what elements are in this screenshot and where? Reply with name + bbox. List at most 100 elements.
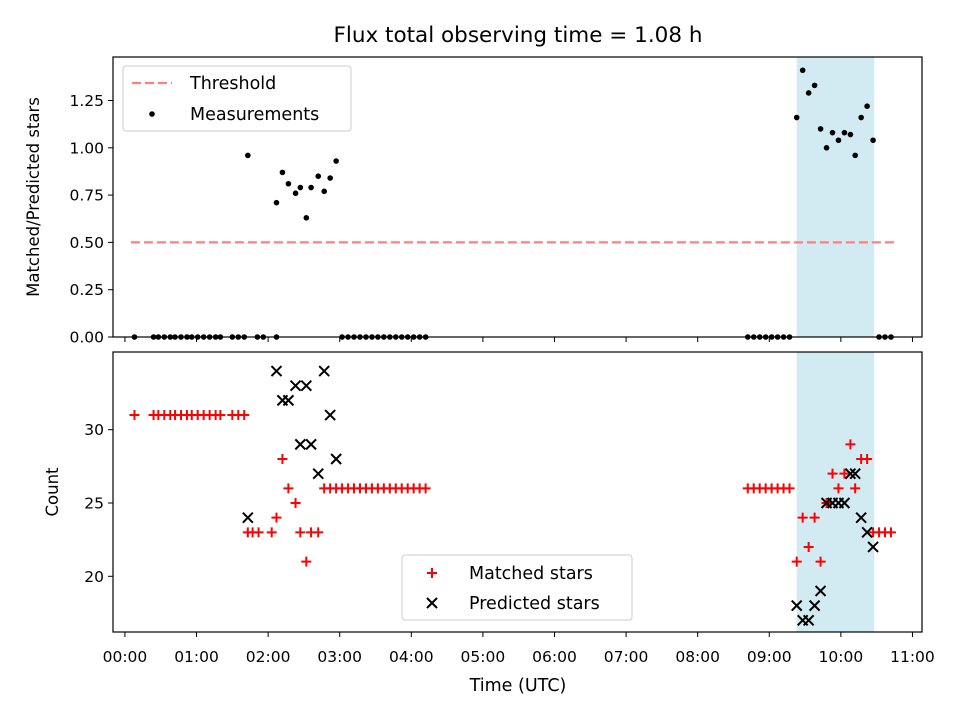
measurement-point [333, 158, 339, 164]
measurement-point [858, 114, 864, 121]
predicted-star-marker [330, 453, 342, 465]
predicted-star-marker [282, 394, 295, 407]
measurement-point [285, 180, 292, 187]
measurement-point [279, 169, 286, 176]
matched-star-marker [420, 483, 431, 494]
bottom-y-tick-label: 30 [84, 421, 104, 439]
matched-star-marker [239, 410, 250, 421]
matched-star-marker [253, 527, 264, 538]
predicted-star-marker [312, 467, 324, 480]
bottom-y-tick-label: 25 [84, 494, 104, 512]
predicted-star-marker [861, 526, 873, 539]
predicted-star-marker [242, 511, 254, 524]
x-tick-label: 11:00 [890, 648, 935, 666]
matched-star-marker [313, 527, 324, 538]
top-legend-box [122, 65, 352, 132]
legend-matched-label: Matched stars [469, 564, 593, 584]
top-y-tick-label: 1.00 [69, 139, 104, 157]
measurement-point [273, 199, 280, 206]
x-tick-label: 08:00 [675, 648, 720, 666]
measurement-point [327, 175, 333, 181]
predicted-star-marker [814, 585, 827, 597]
bottom-legend: Matched stars Predicted stars [401, 554, 633, 621]
measurement-point [829, 129, 836, 136]
predicted-star-marker [305, 438, 317, 451]
matched-star-marker [827, 468, 838, 479]
measurement-point [245, 152, 251, 159]
matched-star-marker [833, 483, 844, 494]
matched-star-marker [791, 556, 802, 567]
predicted-star-marker [294, 438, 307, 451]
legend-matched-swatch [427, 568, 437, 578]
bottom-highlight-span [796, 352, 875, 632]
predicted-star-marker [802, 614, 815, 626]
matched-star-marker [797, 512, 808, 523]
legend-threshold-label: Threshold [189, 74, 276, 94]
measurement-point [817, 126, 824, 132]
matched-star-marker [850, 483, 861, 494]
measurement-point [823, 145, 830, 151]
x-tick-label: 03:00 [317, 648, 362, 666]
legend-measurements-label: Measurements [190, 105, 319, 125]
measurement-point [811, 82, 818, 89]
legend-predicted-label: Predicted stars [469, 594, 600, 614]
measurement-point [864, 103, 870, 109]
measurement-point [841, 129, 848, 136]
x-tick-label: 10:00 [819, 648, 864, 666]
measurement-point [308, 184, 314, 191]
matched-star-marker [129, 410, 140, 421]
x-tick-label: 01:00 [174, 648, 219, 666]
bottom-legend-box [401, 554, 633, 621]
legend-measurements-swatch [149, 111, 155, 117]
matched-star-marker [862, 454, 873, 465]
predicted-star-marker [270, 365, 283, 377]
figure-title: Flux total observing time = 1.08 h [334, 23, 703, 48]
matched-star-marker [283, 483, 294, 494]
measurement-point [799, 67, 806, 74]
measurement-point [852, 152, 858, 159]
measurement-point [315, 173, 322, 179]
measurement-point [793, 114, 800, 121]
matched-star-marker [301, 556, 312, 567]
predicted-star-marker [867, 541, 879, 553]
matched-star-marker [803, 541, 814, 552]
predicted-star-marker [844, 467, 857, 480]
matched-star-marker [266, 527, 277, 538]
top-highlight-span [796, 57, 875, 337]
x-tick-label: 04:00 [389, 648, 434, 666]
measurement-point [303, 215, 310, 221]
matched-star-marker [815, 556, 826, 567]
bottom-panel: 00:00 01:00 02:00 03:00 04:00 05:00 06:00 07:00… [43, 351, 935, 666]
top-panel: 0.00 0.25 0.50 0.75 1.00 1.25 Matched/Predicte… [24, 56, 923, 347]
x-axis-label: Time (UTC) [469, 676, 567, 696]
x-tick-label: 05:00 [461, 648, 506, 666]
matched-star-marker [845, 439, 856, 450]
top-y-tick-label: 0.25 [69, 281, 104, 299]
predicted-star-marker [855, 511, 867, 524]
matched-star-marker [290, 497, 301, 508]
legend-predicted-swatch [426, 597, 438, 609]
measurement-point [847, 131, 854, 138]
predicted-star-marker [289, 380, 302, 392]
bottom-y-axis-label: Count [43, 467, 62, 517]
predicted-star-marker [300, 380, 313, 392]
x-tick-label: 06:00 [532, 648, 577, 666]
top-y-tick-label: 0.00 [69, 329, 104, 347]
measurement-point [292, 190, 299, 197]
top-y-axis-label: Matched/Predicted stars [24, 97, 43, 297]
x-tick-label: 09:00 [747, 648, 792, 666]
predicted-star-marker [324, 409, 336, 421]
top-legend: Threshold Measurements [122, 65, 352, 132]
matched-star-marker [215, 410, 226, 421]
measurement-point [870, 137, 876, 144]
matched-star-marker [839, 468, 850, 479]
x-tick-label: 00:00 [103, 648, 148, 666]
matched-star-marker [295, 527, 306, 538]
matched-star-marker [885, 527, 896, 538]
matched-star-marker [784, 483, 795, 494]
predicted-star-marker [808, 599, 821, 612]
predicted-star-marker [318, 365, 330, 377]
predicted-star-marker [838, 497, 851, 509]
top-axes-frame [112, 56, 923, 338]
